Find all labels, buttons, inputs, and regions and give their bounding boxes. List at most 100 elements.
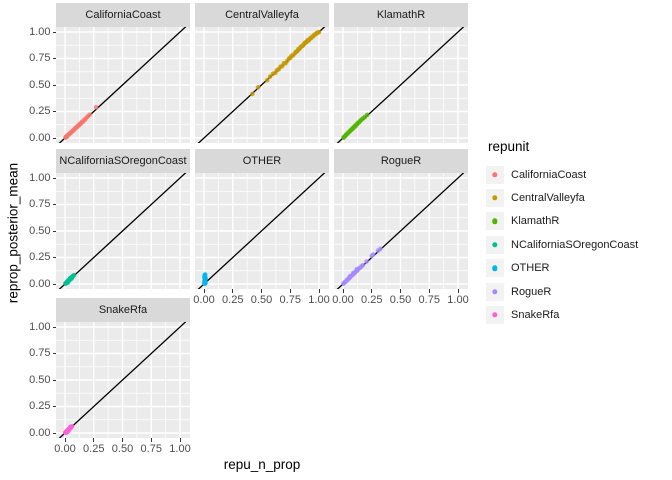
facet-strip-KlamathR: KlamathR: [334, 3, 468, 27]
legend-item-KlamathR: KlamathR: [486, 210, 638, 233]
y-axis-tick-label: 0.25: [29, 400, 51, 412]
facet-panel-SnakeRfa: [56, 322, 190, 438]
legend-point-icon: [492, 312, 498, 318]
data-point: [354, 266, 360, 272]
legend-item-label: CaliforniaCoast: [511, 168, 587, 181]
legend-key: [486, 306, 504, 325]
legend-item-label: CentralValleyfa: [511, 192, 585, 205]
x-axis-tick-mark: [457, 289, 459, 293]
x-axis-tick-mark: [428, 289, 430, 293]
data-point: [370, 252, 376, 257]
legend-point-icon: [492, 288, 498, 295]
y-axis-tick-mark: [52, 406, 56, 407]
legend-item-OTHER: OTHER: [486, 257, 638, 280]
facet-strip-NCaliforniaSOregonCoast: NCaliforniaSOregonCoast: [56, 149, 190, 173]
legend-items: CaliforniaCoast CentralValleyfa KlamathR NC…: [486, 163, 638, 327]
x-axis-tick-label: 0.50: [111, 442, 134, 455]
y-axis-tick-mark: [52, 177, 56, 179]
legend-item-NCaliforniaSOregonCoast: NCaliforniaSOregonCoast: [486, 233, 638, 256]
y-axis-tick-label: 1.00: [29, 25, 51, 38]
legend-key: [486, 282, 504, 301]
y-axis-tick-mark: [52, 432, 56, 434]
data-point: [250, 91, 255, 97]
x-axis-tick-label: 0.75: [279, 293, 301, 306]
x-axis-tick-label: 0.00: [332, 293, 354, 306]
x-axis-tick-label: 0.50: [389, 293, 412, 306]
x-axis-tick-mark: [93, 438, 95, 442]
y-axis-tick-mark: [52, 58, 56, 59]
y-axis-tick-label: 1.00: [29, 171, 51, 184]
y-axis-tick-label: 0.75: [29, 52, 51, 64]
y-axis-tick-label: 0.75: [29, 347, 51, 359]
x-axis-tick-label: 0.00: [193, 293, 215, 306]
data-point: [264, 77, 270, 83]
x-axis-tick-mark: [122, 438, 123, 442]
data-point: [66, 428, 71, 434]
y-axis-tick-mark: [52, 31, 56, 33]
facet-strip-RogueR: RogueR: [334, 149, 468, 173]
data-point: [87, 112, 93, 117]
legend-key: [486, 259, 504, 278]
x-axis-tick-label: 1.00: [447, 293, 469, 306]
y-axis-tick-mark: [52, 283, 56, 285]
y-axis-tick-label: 0.50: [29, 224, 51, 237]
legend-item-RogueR: RogueR: [486, 280, 638, 303]
facet-strip-OTHER: OTHER: [195, 149, 329, 173]
x-axis-tick-mark: [318, 289, 320, 293]
facet-panel-NCaliforniaSOregonCoast: [56, 173, 190, 289]
data-point: [360, 263, 366, 268]
y-axis-tick-mark: [52, 111, 56, 112]
facet-panel-KlamathR: [334, 27, 468, 143]
facet-panel-CentralValleyfa: [195, 27, 329, 143]
data-point: [351, 270, 356, 276]
legend-point-icon: [492, 171, 498, 178]
facet-strip-CentralValleyfa: CentralValleyfa: [195, 3, 329, 27]
x-axis-tick-mark: [342, 289, 344, 293]
legend-point-icon: [492, 265, 498, 271]
y-axis-tick-mark: [52, 230, 56, 232]
x-axis-tick-label: 0.25: [83, 442, 105, 455]
data-point: [267, 74, 273, 79]
facet-panel-RogueR: [334, 173, 468, 289]
x-axis-tick-mark: [179, 438, 181, 442]
y-axis-tick-mark: [52, 137, 56, 139]
facet-strip-SnakeRfa: SnakeRfa: [56, 298, 190, 322]
legend-key: [486, 189, 504, 208]
data-point: [364, 259, 369, 264]
y-axis-tick-mark: [52, 326, 56, 328]
data-point: [347, 274, 353, 279]
legend-item-CentralValleyfa: CentralValleyfa: [486, 186, 638, 209]
legend-item-CaliforniaCoast: CaliforniaCoast: [486, 163, 638, 186]
identity-abline: [197, 173, 326, 289]
legend-item-label: RogueR: [511, 285, 552, 298]
y-axis-tick-label: 0.25: [29, 105, 51, 117]
x-axis-tick-mark: [150, 438, 152, 442]
x-axis-tick-label: 0.50: [250, 293, 273, 306]
legend-title: repunit: [488, 139, 530, 154]
x-axis-tick-label: 0.75: [140, 442, 162, 455]
legend-item-SnakeRfa: SnakeRfa: [486, 303, 638, 326]
legend-key: [486, 235, 504, 254]
facet-panel-CaliforniaCoast: [56, 27, 190, 143]
y-axis-tick-label: 0.75: [29, 198, 51, 210]
x-axis-tick-mark: [203, 289, 205, 293]
x-axis-tick-mark: [261, 289, 262, 293]
x-axis-tick-label: 0.75: [418, 293, 440, 306]
y-axis-tick-label: 0.00: [29, 426, 51, 439]
y-axis-tick-label: 0.00: [29, 277, 51, 290]
legend-key: [486, 212, 504, 231]
data-point: [378, 246, 383, 252]
legend-point-icon: [492, 242, 498, 248]
data-point: [69, 274, 74, 280]
data-point: [316, 29, 322, 35]
data-point: [255, 85, 261, 90]
x-axis-tick-mark: [371, 289, 373, 293]
facet-strip-CaliforniaCoast: CaliforniaCoast: [56, 3, 190, 27]
y-axis-tick-mark: [52, 353, 56, 354]
y-axis-tick-label: 0.25: [29, 251, 51, 263]
x-axis-title: repu_n_prop: [223, 457, 301, 472]
y-axis-tick-label: 0.50: [29, 373, 51, 386]
data-point: [202, 281, 208, 287]
y-axis-tick-label: 1.00: [29, 320, 51, 333]
